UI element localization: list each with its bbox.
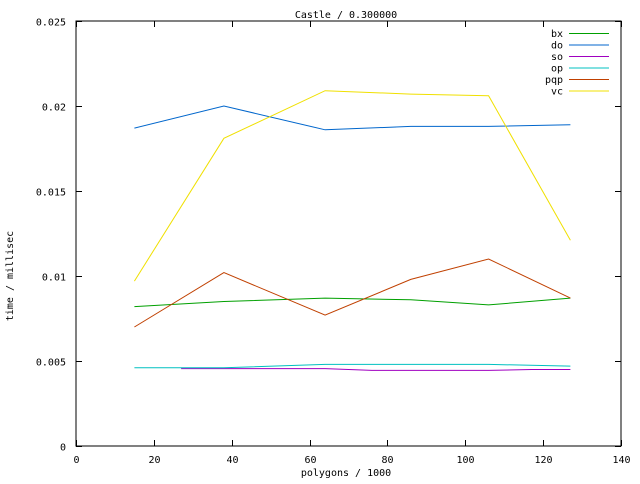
x-tick-label: 40 bbox=[226, 455, 238, 466]
legend-label-so: so bbox=[551, 52, 563, 63]
legend-label-vc: vc bbox=[551, 87, 563, 98]
x-tick-label: 80 bbox=[381, 455, 393, 466]
y-tick-label: 0.005 bbox=[36, 358, 66, 369]
y-tick-label: 0.01 bbox=[42, 273, 66, 284]
series-line-bx bbox=[134, 297, 571, 308]
plot-frame bbox=[75, 20, 622, 447]
x-tick-label: 20 bbox=[148, 455, 160, 466]
chart-title: Castle / 0.300000 bbox=[295, 10, 397, 21]
series-group bbox=[133, 90, 571, 371]
axes: 0 20 40 60 80 100 120 140 0 0.005 0.01 0.015 0.02 0.0… bbox=[36, 18, 631, 467]
x-tick-label: 120 bbox=[534, 455, 552, 466]
legend-label-bx: bx bbox=[551, 29, 563, 40]
y-tick-label: 0.025 bbox=[36, 18, 66, 29]
x-axis-label: polygons / 1000 bbox=[301, 468, 391, 479]
x-tick-label: 100 bbox=[456, 455, 474, 466]
series-line-pqp bbox=[134, 258, 571, 328]
legend-label-op: op bbox=[551, 64, 563, 75]
series-line-do bbox=[134, 105, 571, 131]
y-tick-label: 0.015 bbox=[36, 188, 66, 199]
legend-label-do: do bbox=[551, 41, 563, 52]
y-tick-label: 0 bbox=[60, 443, 66, 454]
series-line-op bbox=[134, 363, 571, 369]
legend-label-pqp: pqp bbox=[545, 75, 563, 86]
x-tick-label: 0 bbox=[73, 455, 79, 466]
y-axis-label: time / millisec bbox=[5, 231, 16, 321]
x-tick-label: 140 bbox=[612, 455, 630, 466]
series-line-so bbox=[181, 368, 571, 371]
x-tick-label: 60 bbox=[304, 455, 316, 466]
series-line-vc bbox=[133, 90, 571, 282]
y-tick-label: 0.02 bbox=[42, 103, 66, 114]
